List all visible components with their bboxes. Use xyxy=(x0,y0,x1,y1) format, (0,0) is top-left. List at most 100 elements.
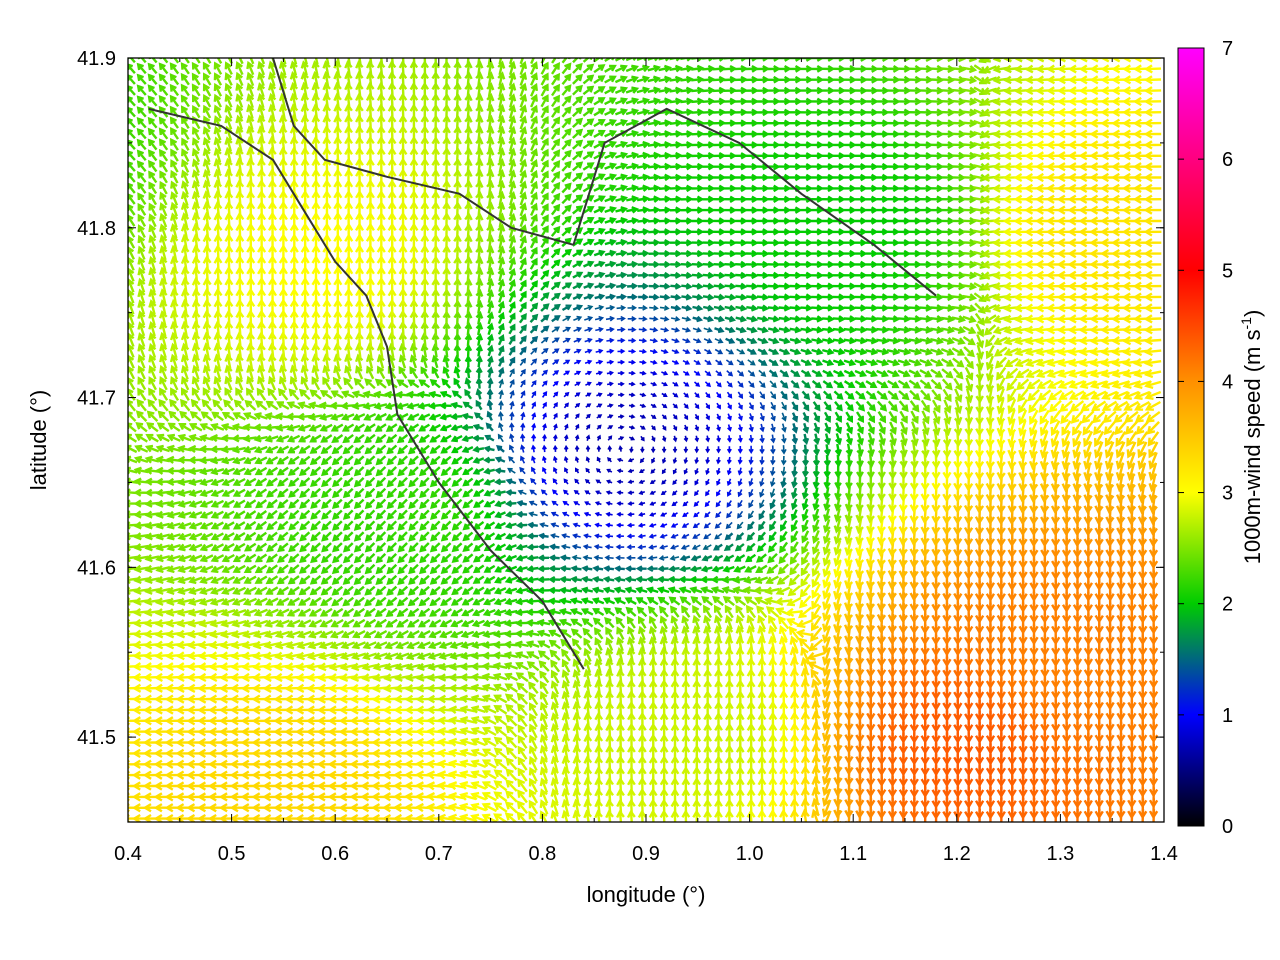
wind-vector xyxy=(386,444,398,455)
wind-vector xyxy=(604,544,614,550)
wind-vector xyxy=(342,433,354,444)
wind-vector xyxy=(428,390,442,399)
wind-vector xyxy=(626,533,635,539)
wind-vector xyxy=(459,748,476,758)
wind-vector xyxy=(683,435,689,443)
wind-vector xyxy=(287,466,300,476)
wind-vector xyxy=(386,542,398,553)
wind-vector xyxy=(298,445,311,454)
wind-vector xyxy=(605,282,617,290)
wind-vector xyxy=(364,585,376,596)
wind-vector xyxy=(832,304,846,312)
wind-vector xyxy=(481,791,497,802)
wind-vector xyxy=(649,479,656,485)
wind-vector xyxy=(562,489,569,496)
wind-vector xyxy=(275,401,290,410)
wind-vector xyxy=(319,619,333,628)
wind-vector xyxy=(298,575,311,585)
wind-vector xyxy=(364,509,376,520)
wind-vector xyxy=(737,402,743,410)
wind-vector xyxy=(800,282,814,290)
wind-vector xyxy=(768,358,779,366)
wind-vector xyxy=(430,498,441,510)
wind-vector xyxy=(309,574,322,585)
wind-vector xyxy=(822,369,834,377)
wind-vector xyxy=(505,478,517,485)
wind-vector xyxy=(573,348,582,354)
wind-vector xyxy=(716,413,721,421)
wind-vector xyxy=(256,387,267,401)
wind-vector xyxy=(265,456,279,465)
wind-vector xyxy=(876,315,890,323)
wind-vector xyxy=(627,316,637,322)
wind-vector xyxy=(473,520,485,530)
wind-vector xyxy=(931,399,941,414)
wind-vector xyxy=(375,542,387,553)
wind-vector xyxy=(692,338,702,344)
wind-vector xyxy=(930,260,944,269)
wind-vector xyxy=(638,490,646,495)
wind-vector xyxy=(776,574,790,585)
wind-vector xyxy=(833,271,846,280)
wind-vector xyxy=(519,290,527,303)
wind-vector xyxy=(790,519,799,533)
wind-vector xyxy=(832,315,846,323)
wind-vector xyxy=(574,392,581,398)
wind-vector xyxy=(386,553,398,564)
wind-vector xyxy=(897,315,912,323)
wind-vector xyxy=(867,432,875,447)
wind-vector xyxy=(716,446,721,454)
wind-vector xyxy=(866,411,876,424)
wind-vector xyxy=(790,369,801,378)
wind-vector xyxy=(331,509,343,520)
wind-vector xyxy=(595,359,604,365)
wind-vector xyxy=(232,412,246,421)
wind-vector xyxy=(807,661,825,671)
wind-vector xyxy=(594,271,606,279)
wind-vector xyxy=(571,544,582,550)
wind-vector xyxy=(386,487,398,499)
wind-vector xyxy=(440,575,452,585)
wind-vector xyxy=(221,543,235,552)
wind-vector xyxy=(440,531,452,542)
wind-vector xyxy=(1102,410,1117,424)
wind-vector xyxy=(409,366,419,379)
wind-vector xyxy=(515,662,529,671)
wind-vector xyxy=(362,629,377,639)
wind-vector xyxy=(908,315,923,323)
wind-vector xyxy=(475,266,484,282)
wind-vector xyxy=(618,403,625,409)
wind-vector xyxy=(843,380,856,389)
wind-vector xyxy=(481,726,497,737)
wind-vector xyxy=(574,370,582,376)
wind-vector xyxy=(802,455,810,467)
wind-vector xyxy=(759,467,765,477)
wind-vector xyxy=(919,271,933,280)
wind-vector xyxy=(1006,377,1018,392)
wind-vector xyxy=(220,423,236,431)
wind-vector xyxy=(529,257,538,270)
wind-vector xyxy=(789,304,803,312)
wind-vector xyxy=(583,293,595,300)
wind-vector xyxy=(780,488,787,500)
wind-vector xyxy=(908,369,922,378)
wind-vector xyxy=(607,445,613,452)
wind-vector xyxy=(364,466,376,477)
wind-vector xyxy=(210,478,225,487)
wind-vector xyxy=(812,465,820,479)
wind-vector xyxy=(516,800,529,815)
wind-vector xyxy=(854,359,868,367)
wind-vector xyxy=(519,357,527,366)
wind-vector xyxy=(639,381,647,387)
wind-vector xyxy=(673,424,678,432)
wind-vector xyxy=(528,500,538,506)
wind-vector xyxy=(508,456,516,464)
wind-vector xyxy=(767,282,781,290)
wind-vector xyxy=(353,377,365,390)
wind-vector xyxy=(493,780,508,792)
wind-vector xyxy=(287,553,300,563)
wind-vector xyxy=(569,586,583,594)
wind-vector xyxy=(308,607,322,617)
wind-vector xyxy=(661,479,667,485)
wind-vector xyxy=(243,488,257,497)
